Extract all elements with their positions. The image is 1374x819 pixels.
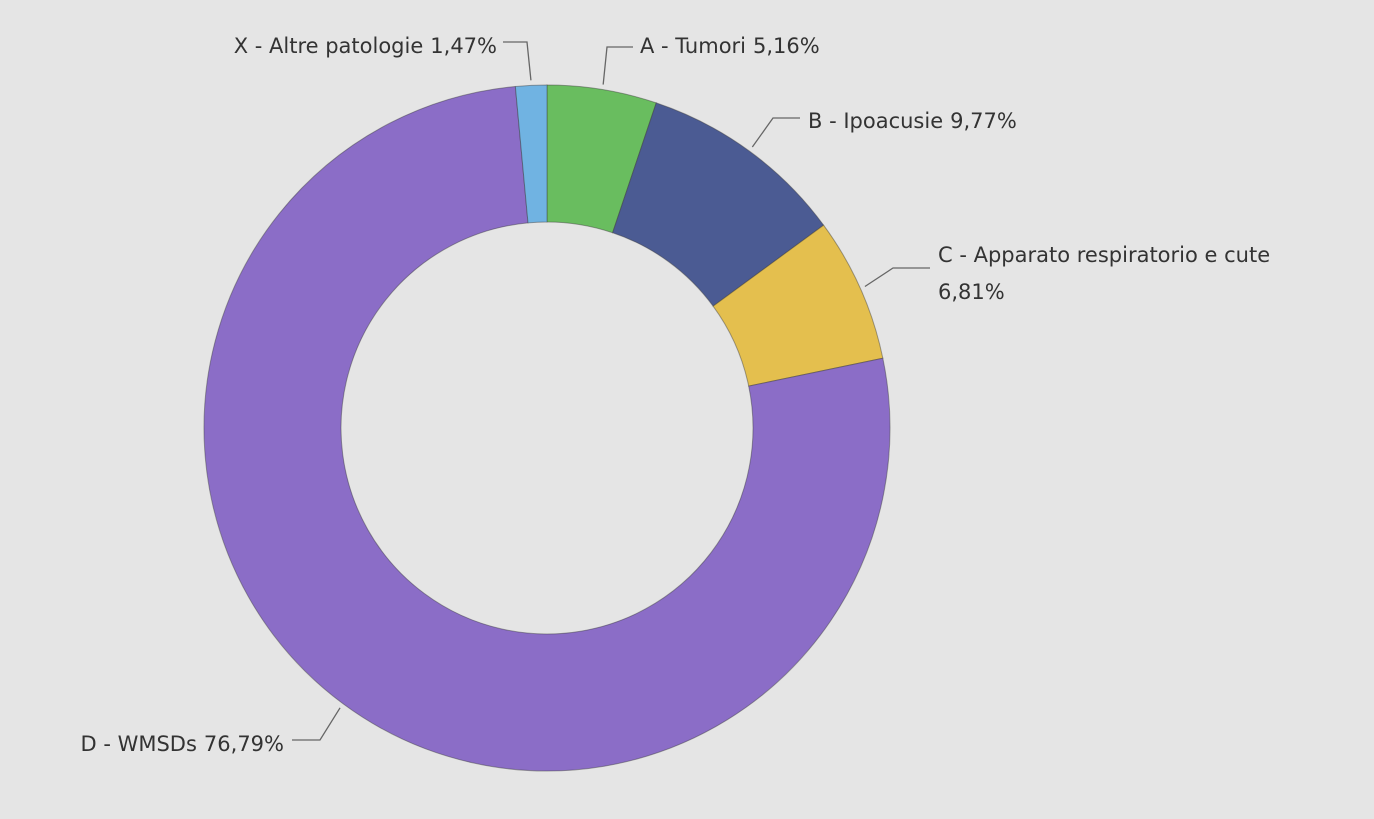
- slice-category: A - Tumori: [640, 34, 746, 58]
- donut-slice: [203, 85, 891, 772]
- slice-value-label: 76,79%: [204, 732, 284, 756]
- donut-slice: [514, 84, 548, 224]
- donut-slice: [611, 102, 825, 307]
- slice-category: D - WMSDs: [80, 732, 196, 756]
- slice-value-label: 1,47%: [430, 34, 497, 58]
- slice-category: X - Altre patologie: [234, 34, 424, 58]
- leader-line: [864, 267, 930, 288]
- slice-label: B - Ipoacusie 9,77%: [808, 109, 1017, 133]
- slice-label: C - Apparato respiratorio e cute: [938, 243, 1270, 267]
- leader-line: [751, 117, 800, 148]
- leader-line: [292, 707, 341, 741]
- slice-label: X - Altre patologie 1,47%: [234, 34, 497, 58]
- slice-label: A - Tumori 5,16%: [640, 34, 820, 58]
- leader-line: [503, 41, 532, 81]
- slice-value-label: 6,81%: [938, 280, 1005, 304]
- slice-label: D - WMSDs 76,79%: [80, 732, 284, 756]
- slice-value-label: 9,77%: [950, 109, 1017, 133]
- slice-category: B - Ipoacusie: [808, 109, 943, 133]
- leader-line: [602, 46, 633, 85]
- slice-value-label: 5,16%: [753, 34, 820, 58]
- donut-slice: [712, 224, 884, 387]
